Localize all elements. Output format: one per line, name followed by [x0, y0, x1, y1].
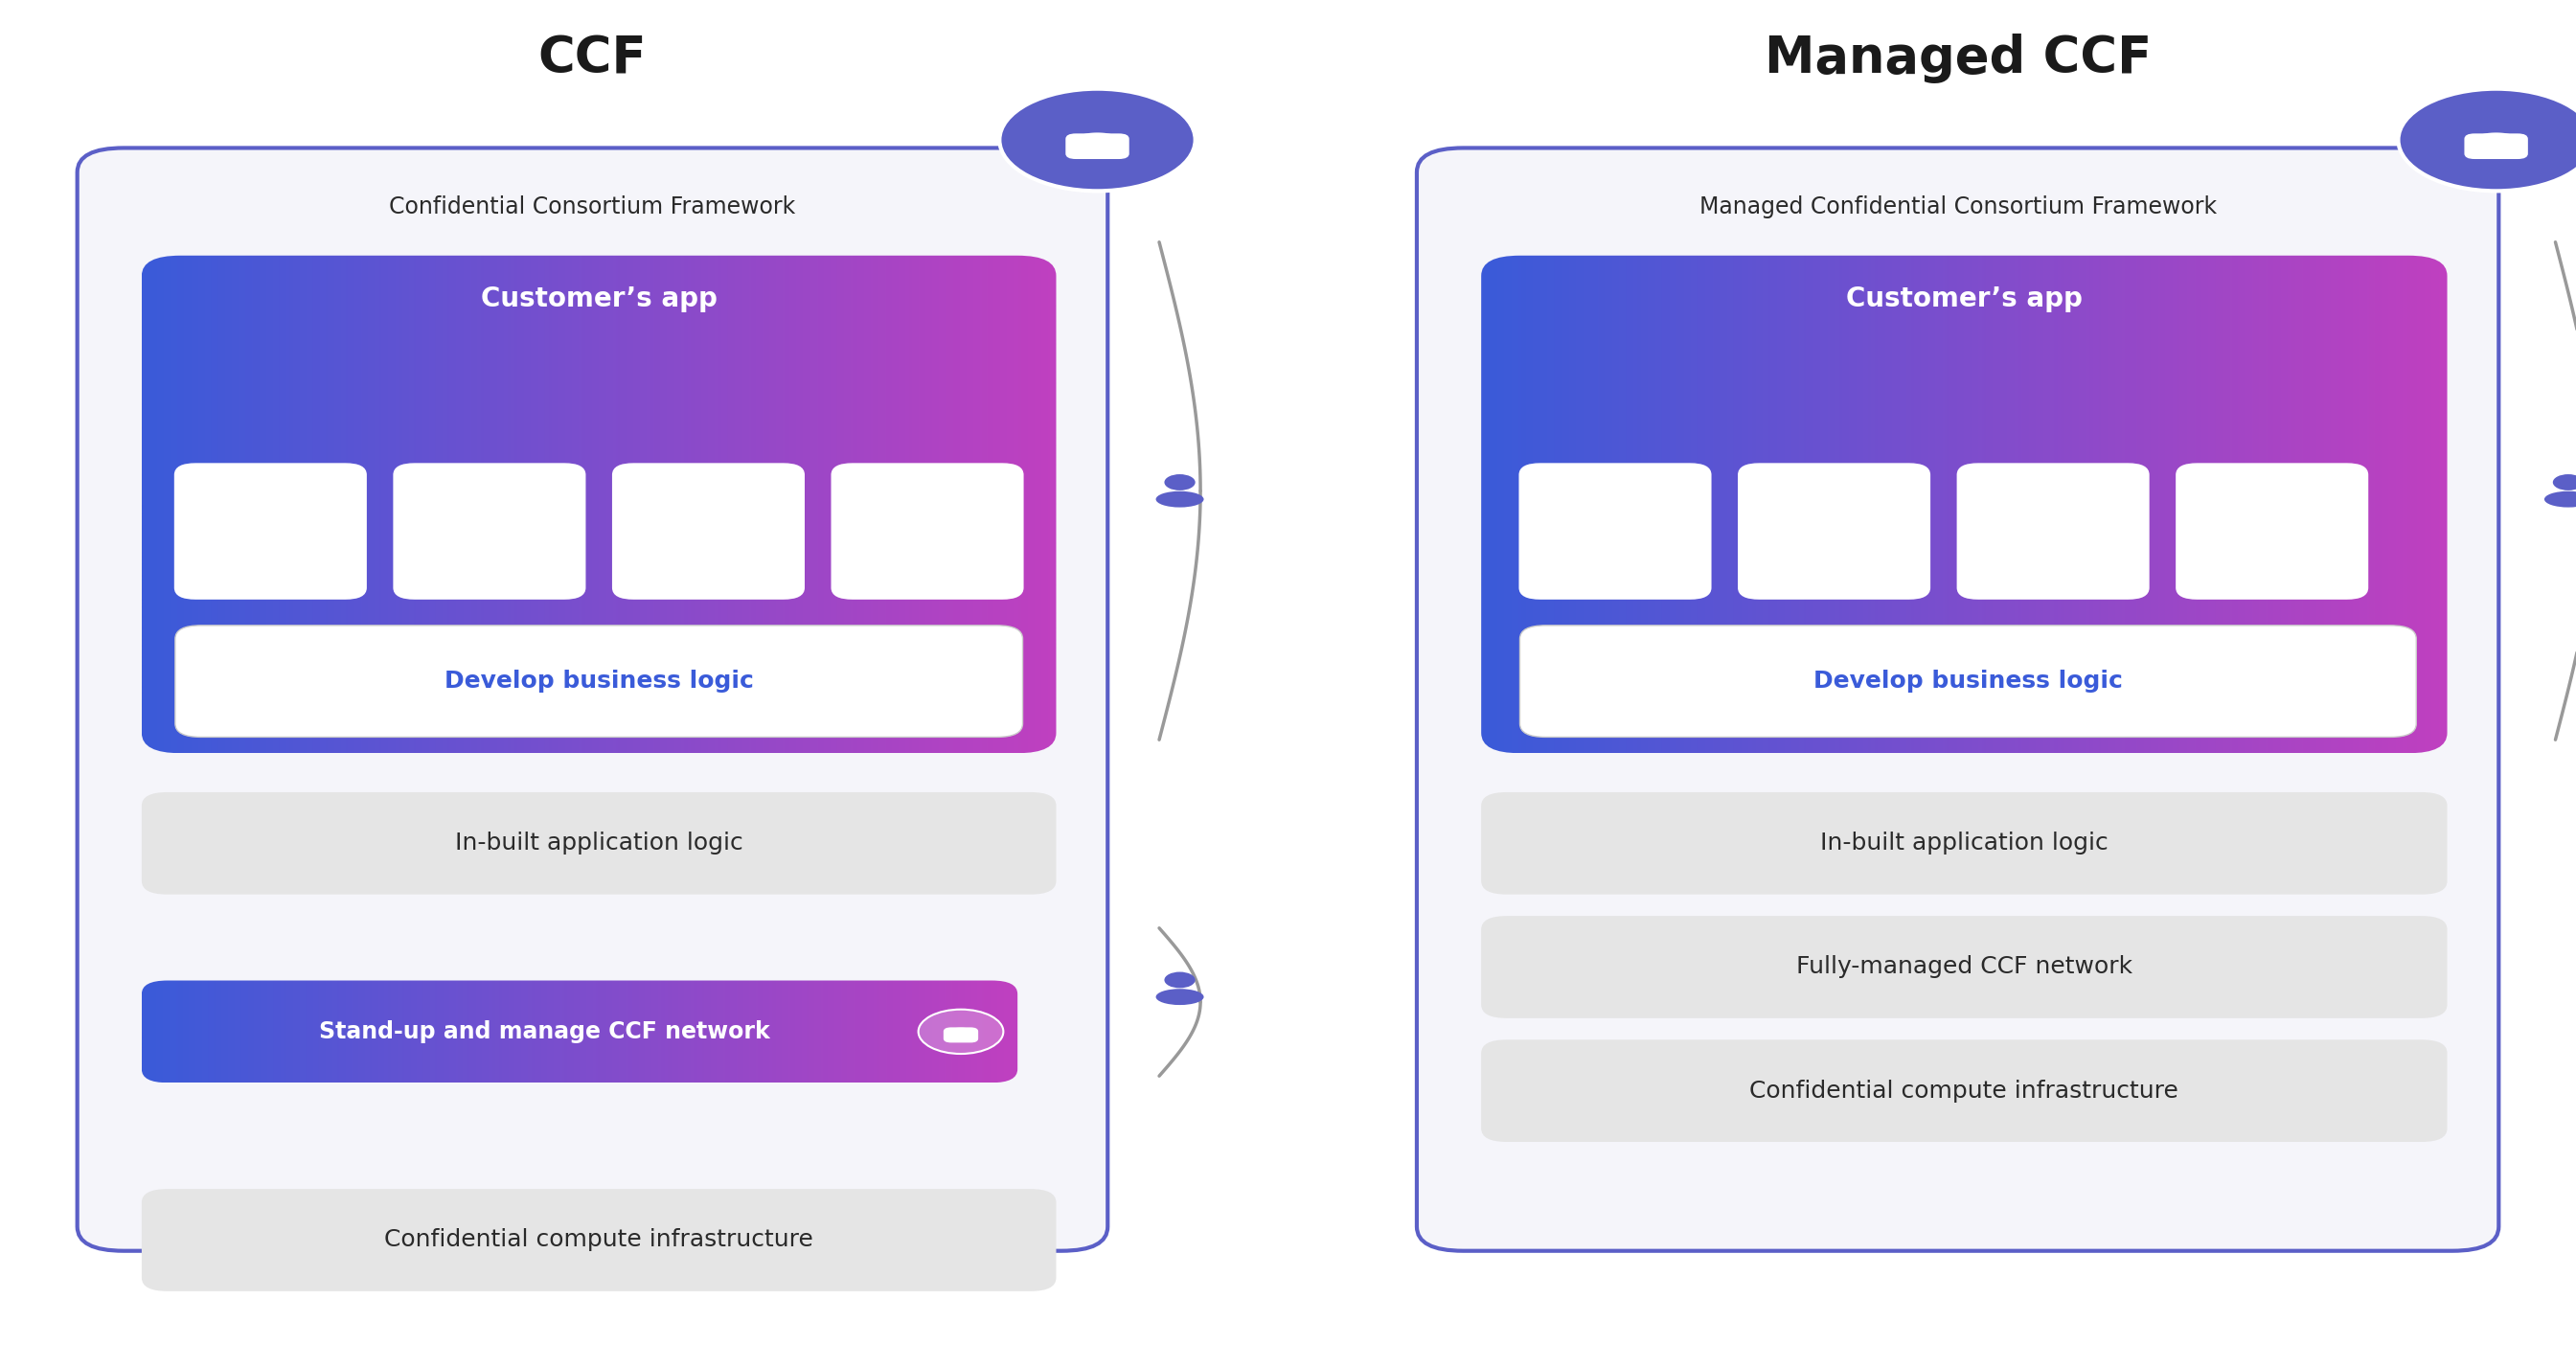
FancyBboxPatch shape	[1417, 148, 2499, 1251]
Text: Party C: Party C	[672, 522, 744, 541]
Text: Confidential Consortium Framework: Confidential Consortium Framework	[389, 195, 796, 218]
Text: Party D: Party D	[891, 522, 963, 541]
Circle shape	[999, 89, 1195, 191]
Text: Party A: Party A	[234, 522, 307, 541]
Text: Develop business logic: Develop business logic	[443, 670, 755, 693]
FancyBboxPatch shape	[77, 148, 1108, 1251]
FancyBboxPatch shape	[832, 464, 1023, 599]
FancyBboxPatch shape	[2177, 464, 2367, 599]
Text: Party B: Party B	[453, 522, 526, 541]
Circle shape	[2553, 475, 2576, 491]
Ellipse shape	[1157, 491, 1203, 507]
FancyBboxPatch shape	[1958, 464, 2148, 599]
Text: CCF: CCF	[538, 34, 647, 83]
FancyBboxPatch shape	[1739, 464, 1929, 599]
FancyBboxPatch shape	[175, 464, 366, 599]
Text: Confidential compute infrastructure: Confidential compute infrastructure	[1749, 1079, 2179, 1103]
Text: In-built application logic: In-built application logic	[456, 831, 742, 855]
Text: In-built application logic: In-built application logic	[1821, 831, 2107, 855]
Text: Fully-managed CCF network: Fully-managed CCF network	[1795, 955, 2133, 979]
FancyBboxPatch shape	[142, 1189, 1056, 1291]
Text: Managed CCF: Managed CCF	[1765, 34, 2151, 83]
FancyBboxPatch shape	[1520, 464, 1710, 599]
FancyBboxPatch shape	[943, 1028, 979, 1042]
Circle shape	[917, 1009, 1002, 1054]
Text: Party D: Party D	[2236, 522, 2308, 541]
FancyBboxPatch shape	[1520, 625, 2416, 737]
Text: Develop business logic: Develop business logic	[1814, 670, 2123, 693]
Text: Managed Confidential Consortium Framework: Managed Confidential Consortium Framewor…	[1700, 195, 2215, 218]
FancyBboxPatch shape	[394, 464, 585, 599]
Text: Customer’s app: Customer’s app	[1847, 285, 2081, 312]
FancyBboxPatch shape	[1066, 133, 1128, 159]
Text: Stand-up and manage CCF network: Stand-up and manage CCF network	[319, 1020, 770, 1044]
Text: Confidential compute infrastructure: Confidential compute infrastructure	[384, 1228, 814, 1252]
Text: Customer’s app: Customer’s app	[482, 285, 716, 312]
Circle shape	[2398, 89, 2576, 191]
FancyBboxPatch shape	[1481, 1040, 2447, 1142]
FancyBboxPatch shape	[1481, 916, 2447, 1018]
FancyBboxPatch shape	[613, 464, 804, 599]
FancyBboxPatch shape	[2465, 133, 2527, 159]
Circle shape	[1164, 475, 1195, 491]
Ellipse shape	[1157, 989, 1203, 1005]
FancyBboxPatch shape	[1481, 792, 2447, 894]
FancyBboxPatch shape	[175, 625, 1023, 737]
Circle shape	[1164, 972, 1195, 989]
FancyBboxPatch shape	[142, 792, 1056, 894]
Text: Party C: Party C	[2017, 522, 2089, 541]
Text: Party A: Party A	[1579, 522, 1651, 541]
Ellipse shape	[2545, 491, 2576, 507]
Text: Party B: Party B	[1798, 522, 1870, 541]
